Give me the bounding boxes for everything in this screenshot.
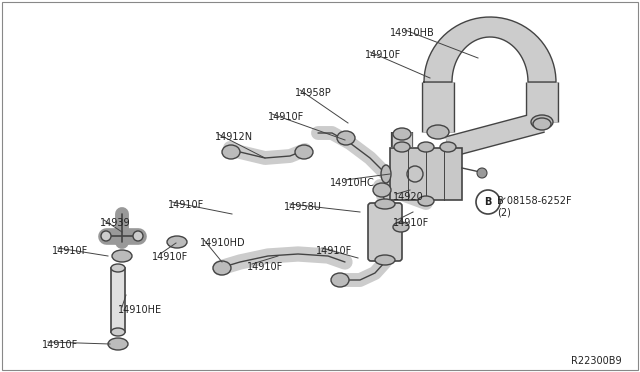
Text: 14910F: 14910F bbox=[268, 112, 304, 122]
Bar bbox=[390, 148, 462, 200]
Text: 14910F: 14910F bbox=[52, 246, 88, 256]
Circle shape bbox=[477, 168, 487, 178]
Ellipse shape bbox=[418, 196, 434, 206]
Ellipse shape bbox=[213, 261, 231, 275]
Text: 14910F: 14910F bbox=[393, 218, 429, 228]
Text: 14910HC: 14910HC bbox=[330, 178, 375, 188]
Text: 14910F: 14910F bbox=[42, 340, 78, 350]
Text: 14910HD: 14910HD bbox=[200, 238, 246, 248]
Text: B 08158-6252F
(2): B 08158-6252F (2) bbox=[497, 196, 572, 218]
Polygon shape bbox=[424, 17, 556, 82]
Ellipse shape bbox=[222, 145, 240, 159]
Text: B: B bbox=[484, 197, 492, 207]
Circle shape bbox=[133, 231, 143, 241]
Text: R22300B9: R22300B9 bbox=[572, 356, 622, 366]
Ellipse shape bbox=[373, 183, 391, 197]
Ellipse shape bbox=[381, 165, 391, 183]
Text: 14910F: 14910F bbox=[247, 262, 284, 272]
Ellipse shape bbox=[393, 222, 409, 232]
Ellipse shape bbox=[394, 142, 410, 152]
Text: 14910HB: 14910HB bbox=[390, 28, 435, 38]
Text: 14958P: 14958P bbox=[295, 88, 332, 98]
Ellipse shape bbox=[337, 131, 355, 145]
Bar bbox=[111, 268, 125, 332]
Ellipse shape bbox=[427, 125, 449, 139]
Ellipse shape bbox=[533, 118, 551, 130]
Ellipse shape bbox=[393, 128, 411, 140]
Text: 14910F: 14910F bbox=[365, 50, 401, 60]
Ellipse shape bbox=[111, 328, 125, 336]
Ellipse shape bbox=[331, 273, 349, 287]
FancyBboxPatch shape bbox=[368, 203, 402, 261]
Ellipse shape bbox=[111, 264, 125, 272]
Text: 14910F: 14910F bbox=[152, 252, 188, 262]
Text: 14920: 14920 bbox=[393, 192, 424, 202]
Ellipse shape bbox=[418, 142, 434, 152]
Text: 14939: 14939 bbox=[100, 218, 131, 228]
Circle shape bbox=[101, 231, 111, 241]
Ellipse shape bbox=[167, 236, 187, 248]
Text: 14910F: 14910F bbox=[168, 200, 204, 210]
Ellipse shape bbox=[531, 115, 553, 129]
Text: 14912N: 14912N bbox=[215, 132, 253, 142]
Ellipse shape bbox=[375, 199, 395, 209]
Ellipse shape bbox=[112, 250, 132, 262]
Ellipse shape bbox=[108, 338, 128, 350]
Text: 14910HE: 14910HE bbox=[118, 305, 162, 315]
Text: 14958U: 14958U bbox=[284, 202, 322, 212]
Text: 14910F: 14910F bbox=[316, 246, 352, 256]
Ellipse shape bbox=[295, 145, 313, 159]
Ellipse shape bbox=[375, 255, 395, 265]
Ellipse shape bbox=[440, 142, 456, 152]
